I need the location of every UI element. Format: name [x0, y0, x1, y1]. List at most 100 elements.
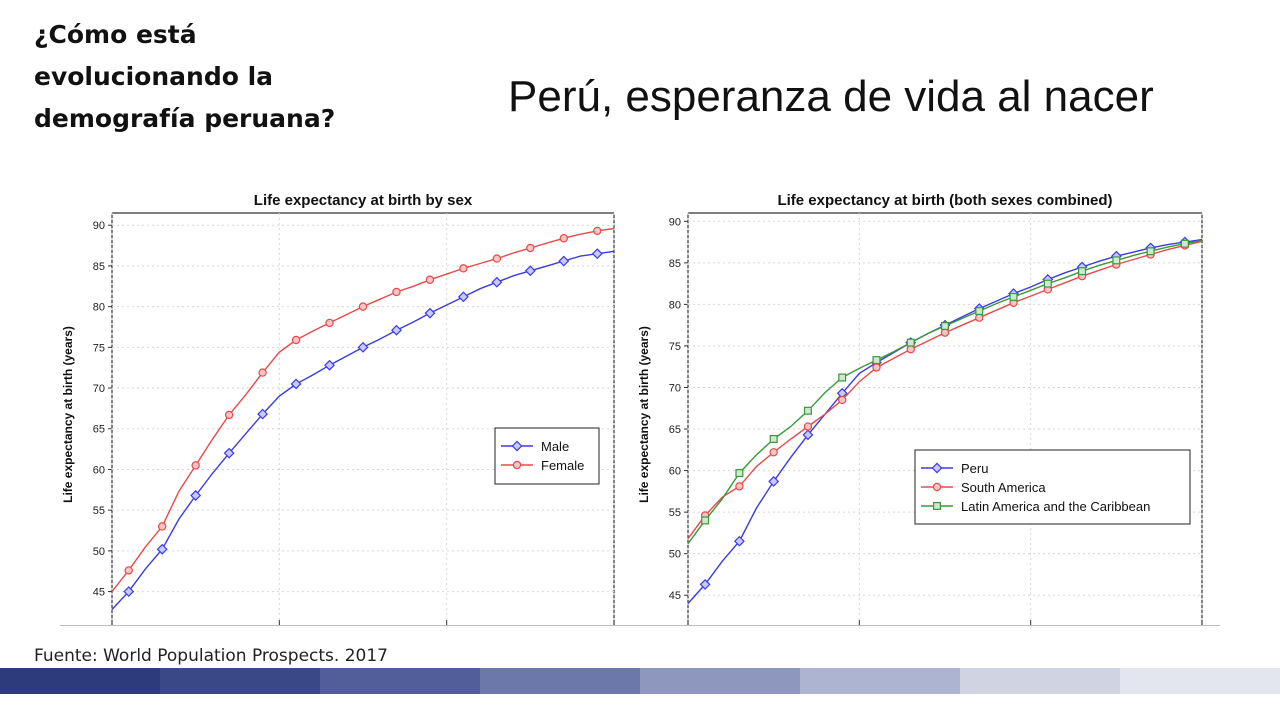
data-point	[358, 302, 368, 311]
data-point	[190, 490, 202, 501]
data-point	[906, 345, 915, 354]
data-point	[1043, 279, 1052, 288]
legend-label: Latin America and the Caribbean	[961, 499, 1150, 514]
slide-title: Perú, esperanza de vida al nacer	[508, 72, 1154, 121]
chart-title: Life expectancy at birth by sex	[254, 192, 473, 209]
data-point	[524, 265, 536, 277]
data-point	[424, 307, 436, 319]
data-point	[324, 359, 335, 371]
data-point	[701, 516, 710, 525]
data-point	[290, 378, 302, 390]
data-point	[838, 373, 847, 382]
data-point	[768, 475, 780, 487]
y-tick-label: 75	[93, 342, 105, 354]
y-tick-label: 60	[669, 466, 681, 478]
data-point	[391, 324, 402, 336]
data-point	[224, 410, 234, 420]
data-point	[735, 469, 744, 478]
data-point	[837, 395, 847, 405]
legend-marker	[933, 502, 942, 511]
bottom-bar-segment	[1120, 668, 1280, 694]
y-tick-label: 90	[93, 220, 105, 232]
data-point	[1009, 292, 1018, 301]
legend-marker	[511, 440, 523, 452]
bottom-color-bar	[0, 668, 1280, 694]
data-point	[1078, 267, 1087, 276]
data-point	[802, 429, 814, 441]
data-point	[123, 586, 135, 598]
chart-life-expectancy-both-sexes: Life expectancy at birth (both sexes com…	[637, 192, 1203, 626]
legend-box	[494, 427, 600, 485]
slide-question: ¿Cómo está evolucionando la demografía p…	[34, 20, 336, 133]
y-tick-label: 60	[93, 464, 105, 476]
y-tick-label: 45	[93, 587, 105, 599]
legend: Male Female	[494, 427, 600, 485]
legend-label: Male	[541, 439, 569, 454]
legend-marker	[932, 482, 942, 492]
y-tick-label: 80	[93, 302, 105, 314]
y-tick-label: 80	[669, 299, 681, 311]
legend-label: South America	[961, 480, 1046, 495]
data-point	[559, 234, 568, 243]
data-point	[769, 448, 778, 457]
data-point	[1112, 256, 1121, 265]
chart-life-expectancy-by-sex: Life expectancy at birth by sex 45 50 55 60 6…	[61, 192, 615, 626]
data-point	[1180, 239, 1189, 248]
data-point	[526, 243, 535, 253]
data-point	[975, 307, 984, 316]
y-tick-label: 65	[669, 424, 681, 436]
data-point	[459, 264, 468, 273]
data-point	[191, 461, 200, 470]
data-point	[975, 313, 984, 322]
y-tick-label: 85	[669, 258, 681, 270]
chart-title: Life expectancy at birth (both sexes com…	[777, 192, 1112, 209]
data-point	[733, 535, 745, 547]
y-tick-label: 50	[93, 546, 105, 558]
source-note: Fuente: World Population Prospects. 2017	[34, 646, 388, 666]
data-point	[492, 254, 502, 263]
legend-label: Peru	[961, 461, 988, 476]
y-tick-label: 65	[93, 424, 105, 436]
data-point	[257, 408, 269, 420]
bottom-bar-segment	[480, 668, 640, 694]
legend-marker	[512, 460, 522, 470]
y-tick-label: 70	[93, 383, 105, 395]
data-point	[1146, 247, 1155, 256]
bottom-bar-segment	[0, 668, 160, 694]
y-axis-label: Life expectancy at birth (years)	[61, 326, 75, 503]
data-point	[392, 287, 401, 297]
series-line-peru	[687, 238, 1203, 604]
series-line-female	[111, 227, 615, 593]
bottom-bar-segment	[800, 668, 960, 694]
y-tick-label: 55	[93, 505, 105, 517]
data-point	[157, 522, 167, 531]
bottom-bar-segment	[640, 668, 800, 694]
legend: Peru South America Latin America and the C…	[914, 449, 1191, 525]
slide-divider	[60, 625, 1220, 626]
data-point	[735, 482, 744, 491]
y-tick-label: 75	[669, 341, 681, 353]
data-point	[699, 578, 711, 590]
data-point	[769, 435, 778, 444]
data-point	[941, 322, 950, 331]
bottom-bar-segment	[960, 668, 1120, 694]
data-point	[872, 363, 881, 372]
data-point	[872, 356, 881, 365]
data-point	[291, 335, 301, 345]
data-point	[591, 248, 603, 260]
y-tick-label: 50	[669, 549, 681, 561]
data-point	[558, 255, 570, 267]
data-point	[457, 291, 469, 303]
y-axis-label: Life expectancy at birth (years)	[637, 326, 651, 503]
data-point	[258, 368, 267, 377]
legend-marker	[931, 462, 943, 474]
data-point	[325, 318, 334, 328]
data-point	[223, 447, 235, 459]
data-point	[803, 406, 812, 415]
y-tick-label: 70	[669, 382, 681, 394]
y-tick-label: 90	[669, 216, 681, 228]
bottom-bar-segment	[160, 668, 320, 694]
data-point	[156, 543, 168, 555]
y-tick-label: 55	[669, 507, 681, 519]
data-point	[593, 226, 602, 236]
